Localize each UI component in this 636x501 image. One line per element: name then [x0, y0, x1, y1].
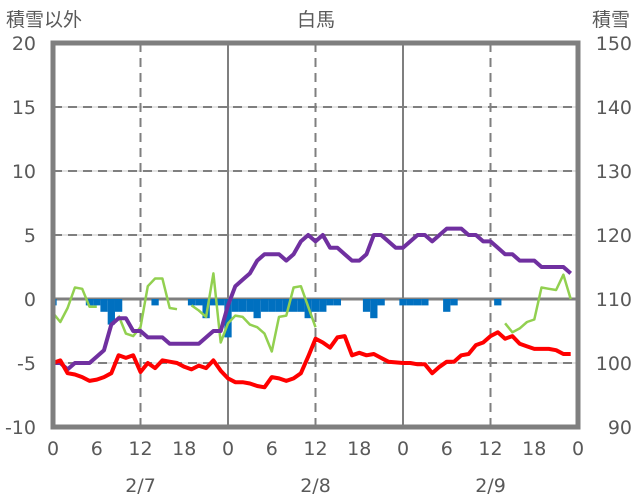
- precip-bar: [238, 299, 247, 312]
- precip-bar: [93, 299, 101, 306]
- x-tick-label: 18: [347, 438, 371, 460]
- temperature-line: [52, 330, 571, 390]
- x-tick-label: 6: [266, 438, 278, 460]
- y-tick-right: 100: [596, 353, 632, 375]
- precip-bar: [268, 299, 276, 312]
- precip-bar: [311, 299, 320, 312]
- precip-bar: [370, 299, 378, 319]
- left-axis-title: 積雪以外: [6, 9, 82, 31]
- precip-bar: [362, 299, 371, 312]
- x-tick-label: 0: [47, 438, 59, 460]
- x-tick-label: 6: [441, 438, 453, 460]
- plot-frame: [50, 40, 581, 430]
- precip-bar: [406, 299, 414, 306]
- x-tick-label: 0: [397, 438, 409, 460]
- right-axis-title: 積雪: [592, 9, 630, 31]
- chart-title: 白馬: [297, 9, 335, 31]
- x-tick-label: 12: [128, 438, 152, 460]
- precip-bar: [202, 299, 210, 319]
- x-tick-label: 0: [222, 438, 234, 460]
- y-tick-right: 120: [596, 225, 632, 247]
- precip-bar: [494, 299, 502, 306]
- y-tick-left: 5: [24, 225, 36, 247]
- snow-depth-line: [53, 226, 573, 372]
- x-tick-label: 18: [522, 438, 546, 460]
- precip-bar: [275, 299, 283, 312]
- precip-bar: [450, 299, 458, 306]
- precip-bar: [114, 299, 123, 312]
- precip-bar: [319, 299, 327, 312]
- x-tick-label: 12: [303, 438, 327, 460]
- precip-bar: [377, 299, 385, 306]
- y-tick-left: 0: [24, 289, 36, 311]
- precip-bar: [209, 299, 218, 306]
- x-tick-label: 12: [478, 438, 502, 460]
- precip-bar: [260, 299, 269, 312]
- y-tick-left: 20: [12, 33, 36, 55]
- precip-bar: [85, 299, 94, 306]
- green-series-line: [52, 272, 572, 353]
- x-tick-label: 6: [91, 438, 103, 460]
- y-tick-left: -5: [17, 353, 36, 375]
- precip-bar: [413, 299, 422, 306]
- y-tick-right: 130: [596, 161, 632, 183]
- precip-bar: [100, 299, 108, 312]
- precip-bar: [297, 299, 305, 312]
- date-label: 2/7: [125, 475, 156, 497]
- precip-bar: [107, 299, 115, 325]
- precip-bar: [333, 299, 342, 306]
- precip-bar: [217, 299, 225, 306]
- precip-bar: [187, 299, 196, 306]
- y-tick-right: 90: [608, 417, 632, 439]
- y-tick-right: 140: [596, 97, 632, 119]
- y-tick-right: 110: [596, 289, 632, 311]
- y-tick-left: 15: [12, 97, 36, 119]
- y-tick-left: 10: [12, 161, 36, 183]
- precip-bar: [443, 299, 451, 312]
- precip-bar: [231, 299, 239, 312]
- date-label: 2/9: [475, 475, 506, 497]
- precip-bar: [151, 299, 159, 306]
- precip-bar: [326, 299, 334, 306]
- y-tick-right: 150: [596, 33, 632, 55]
- grid: [53, 43, 578, 427]
- precip-bar: [195, 299, 203, 306]
- x-tick-label: 18: [172, 438, 196, 460]
- precip-bar: [253, 299, 261, 319]
- y-tick-left: -10: [5, 417, 36, 439]
- precip-bar: [421, 299, 429, 306]
- date-label: 2/8: [300, 475, 331, 497]
- precip-bar: [282, 299, 290, 312]
- line-series: [52, 226, 573, 390]
- precip-bar: [399, 299, 407, 306]
- precip-bar: [289, 299, 298, 312]
- precip-bar: [224, 299, 232, 338]
- x-tick-label: 0: [572, 438, 584, 460]
- bar-series: [53, 299, 502, 338]
- precip-bar: [246, 299, 254, 312]
